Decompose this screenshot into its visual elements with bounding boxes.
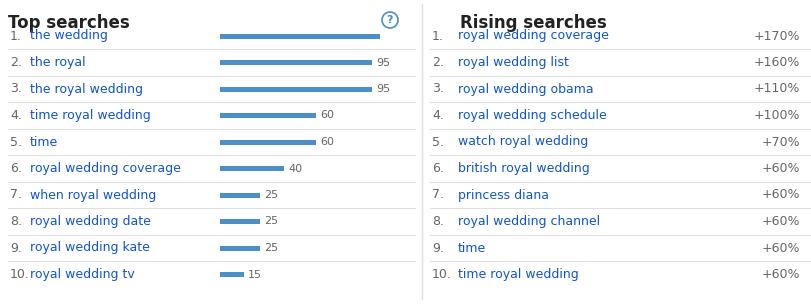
Text: royal wedding tv: royal wedding tv [30,268,135,281]
Text: 15: 15 [247,270,262,279]
Text: +60%: +60% [761,215,799,228]
Text: 9.: 9. [10,241,22,254]
Text: time: time [30,136,58,148]
Text: +100%: +100% [753,109,799,122]
Text: 95: 95 [375,84,389,94]
Text: royal wedding kate: royal wedding kate [30,241,150,254]
FancyBboxPatch shape [220,87,371,92]
Text: Rising searches: Rising searches [460,14,606,32]
Text: time: time [457,241,486,254]
Text: 8.: 8. [431,215,444,228]
Text: 9.: 9. [431,241,444,254]
Text: watch royal wedding: watch royal wedding [457,136,587,148]
Text: royal wedding schedule: royal wedding schedule [457,109,606,122]
Text: royal wedding channel: royal wedding channel [457,215,599,228]
Text: the royal: the royal [30,56,85,69]
FancyBboxPatch shape [220,219,260,224]
Text: royal wedding date: royal wedding date [30,215,151,228]
Text: ?: ? [386,15,393,25]
Text: 1.: 1. [10,29,22,43]
Text: +60%: +60% [761,241,799,254]
Text: 60: 60 [320,137,333,147]
FancyBboxPatch shape [220,60,371,65]
Text: +60%: +60% [761,188,799,202]
FancyBboxPatch shape [220,246,260,250]
Text: 5.: 5. [10,136,22,148]
Text: 7.: 7. [431,188,444,202]
Text: princess diana: princess diana [457,188,548,202]
Text: 1.: 1. [431,29,444,43]
Text: 5.: 5. [431,136,444,148]
Text: 3.: 3. [431,82,444,95]
Text: +60%: +60% [761,268,799,281]
Text: when royal wedding: when royal wedding [30,188,156,202]
FancyBboxPatch shape [220,272,243,277]
FancyBboxPatch shape [220,113,315,118]
Text: royal wedding list: royal wedding list [457,56,569,69]
Text: 4.: 4. [10,109,22,122]
Text: british royal wedding: british royal wedding [457,162,589,175]
Text: 95: 95 [375,57,389,67]
Text: 25: 25 [264,216,278,226]
Text: 6.: 6. [10,162,22,175]
Text: the royal wedding: the royal wedding [30,82,143,95]
Text: time royal wedding: time royal wedding [457,268,578,281]
Text: +170%: +170% [753,29,799,43]
Text: +70%: +70% [761,136,799,148]
Text: royal wedding coverage: royal wedding coverage [457,29,608,43]
FancyBboxPatch shape [220,33,380,39]
FancyBboxPatch shape [220,140,315,144]
Text: the wedding: the wedding [30,29,108,43]
Text: 2.: 2. [431,56,444,69]
Text: 4.: 4. [431,109,444,122]
Text: Top searches: Top searches [8,14,130,32]
FancyBboxPatch shape [220,166,284,171]
Text: 10.: 10. [431,268,451,281]
Text: royal wedding obama: royal wedding obama [457,82,593,95]
Text: time royal wedding: time royal wedding [30,109,151,122]
Text: 25: 25 [264,243,278,253]
Text: royal wedding coverage: royal wedding coverage [30,162,181,175]
Text: +60%: +60% [761,162,799,175]
Text: +110%: +110% [753,82,799,95]
Text: 6.: 6. [431,162,444,175]
Text: 60: 60 [320,110,333,120]
Text: +160%: +160% [753,56,799,69]
Text: 40: 40 [288,164,302,174]
FancyBboxPatch shape [220,192,260,198]
Text: 2.: 2. [10,56,22,69]
Text: 8.: 8. [10,215,22,228]
Text: 7.: 7. [10,188,22,202]
Text: 25: 25 [264,190,278,200]
Text: 10.: 10. [10,268,30,281]
Text: 3.: 3. [10,82,22,95]
